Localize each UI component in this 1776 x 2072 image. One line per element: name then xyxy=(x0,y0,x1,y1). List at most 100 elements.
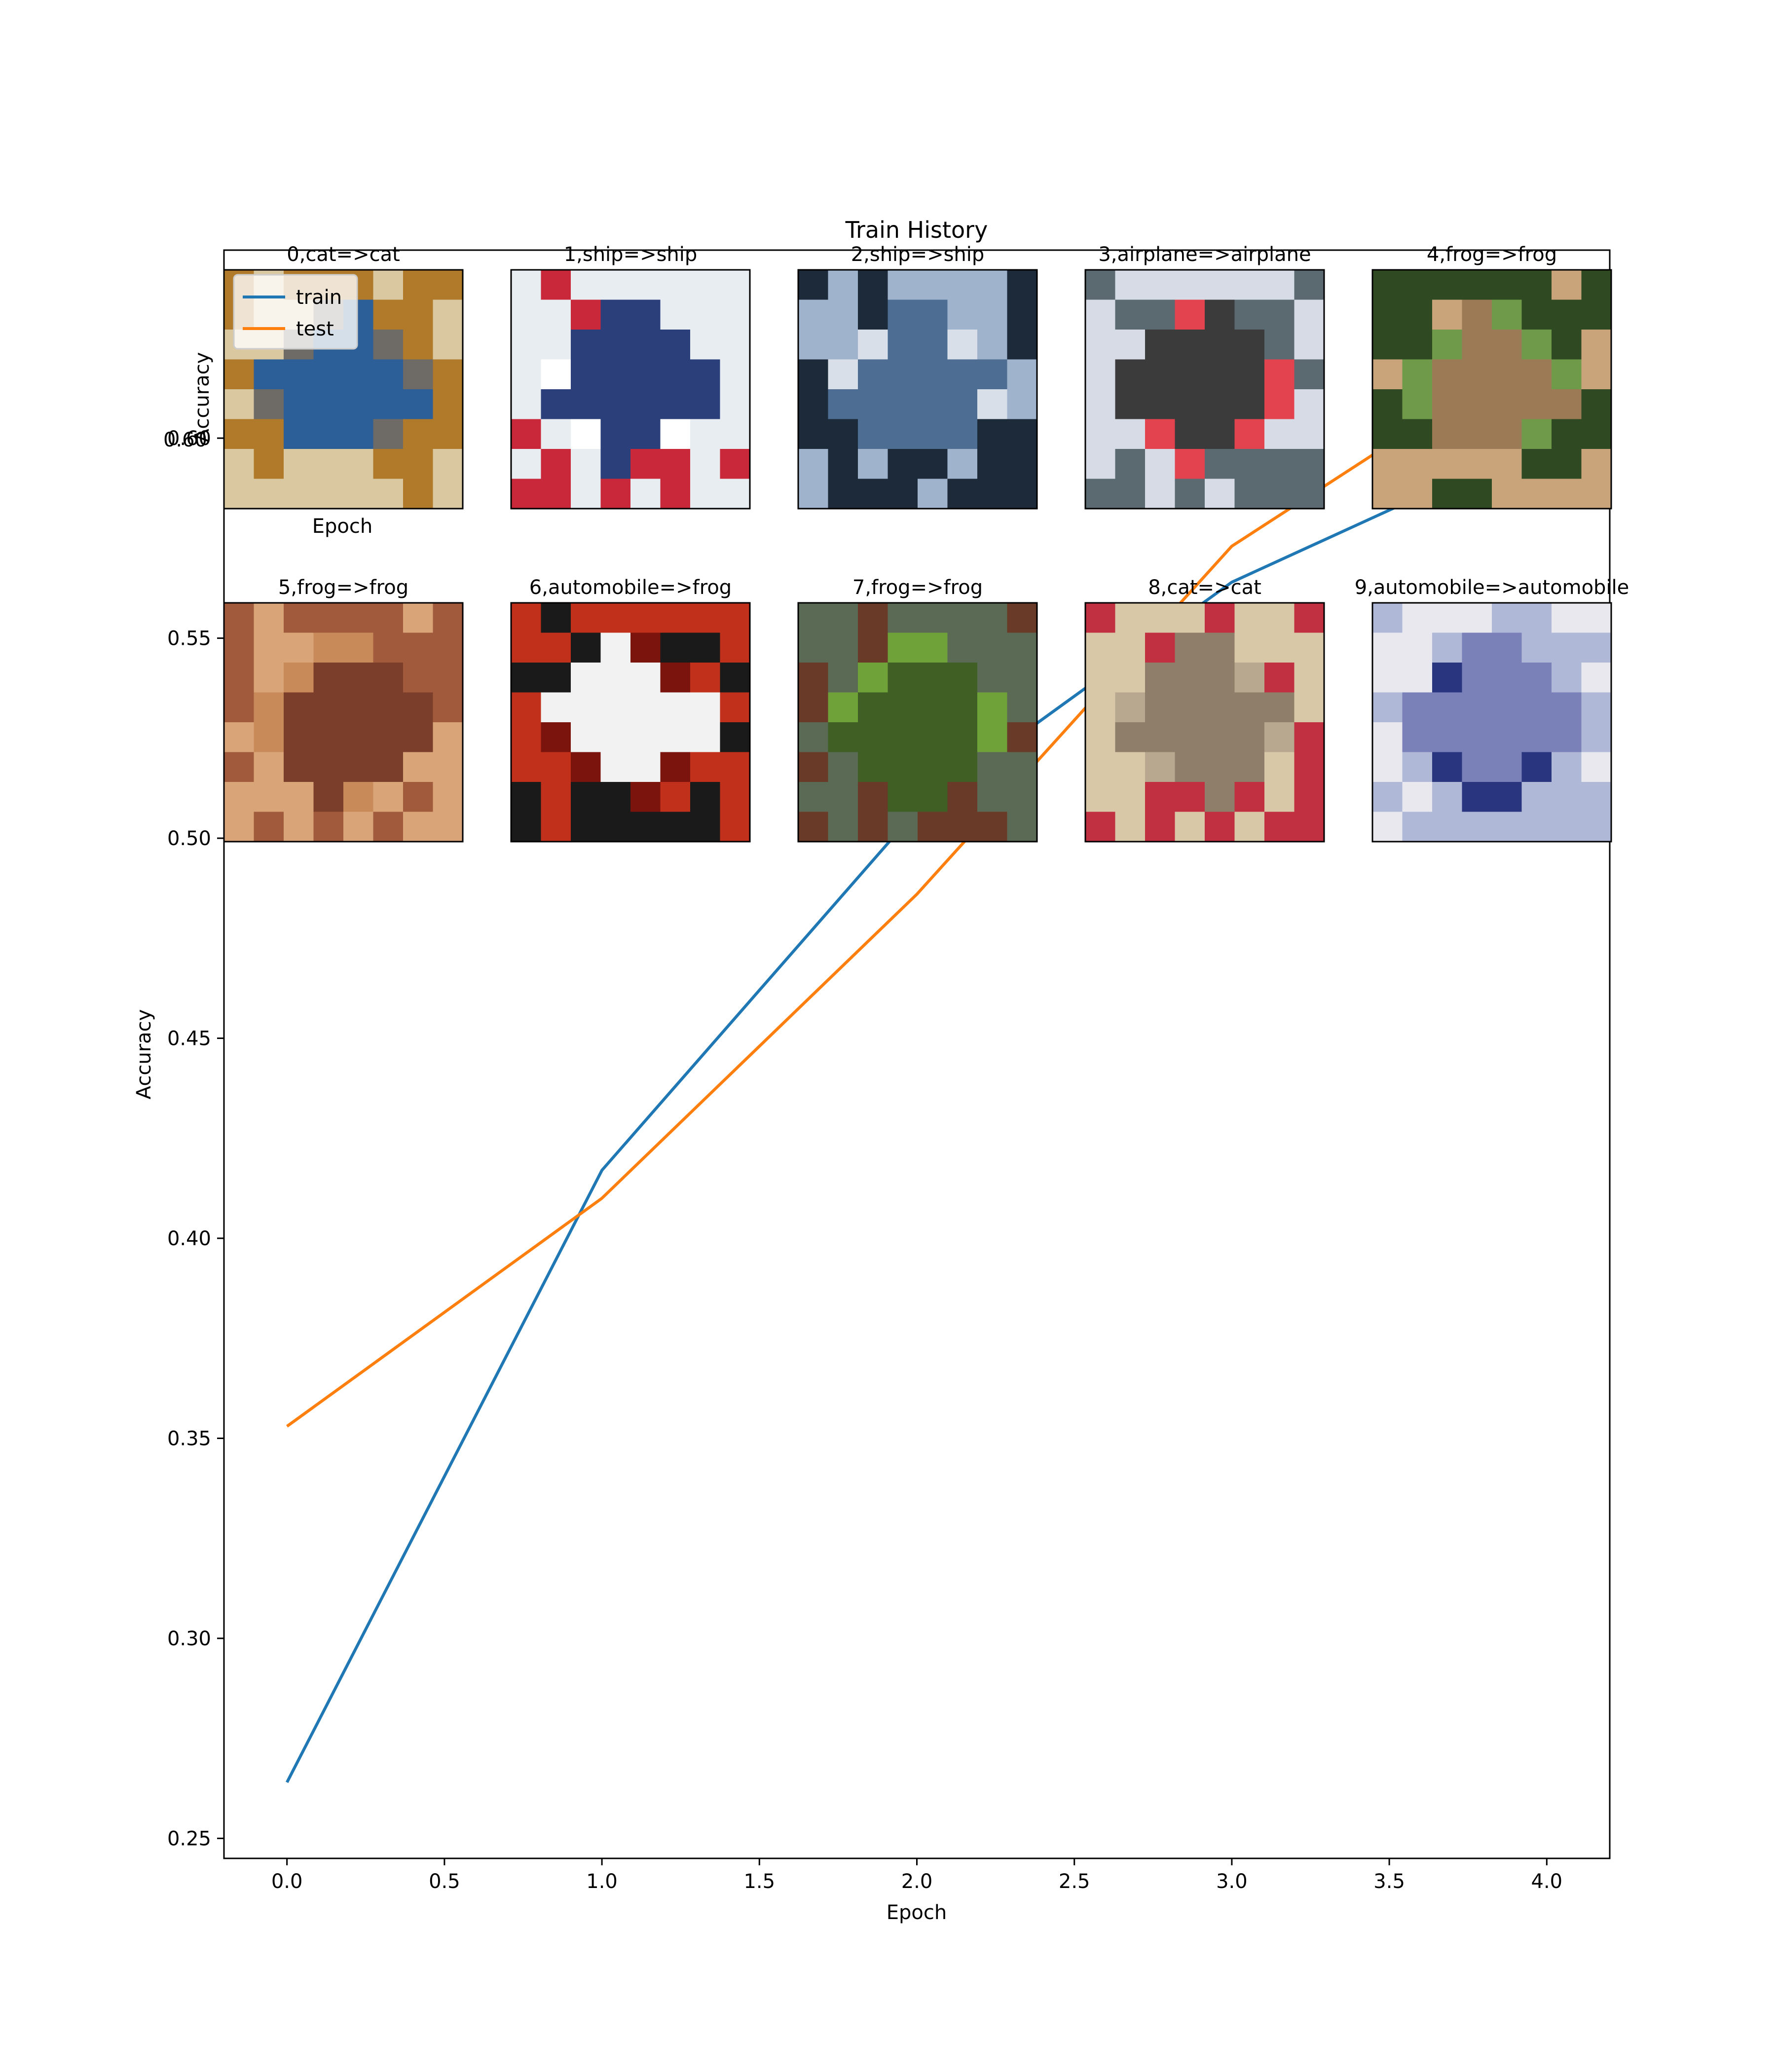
pixel-cell xyxy=(947,270,978,300)
pixel-cell xyxy=(977,722,1007,752)
pixel-cell xyxy=(1552,389,1582,419)
pixel-cell xyxy=(600,812,631,842)
pixel-cell xyxy=(1432,359,1462,390)
pixel-cell xyxy=(1521,330,1552,360)
pixel-cell xyxy=(1115,812,1146,842)
pixel-cell xyxy=(888,299,918,330)
pixel-cell xyxy=(1234,479,1265,509)
pixel-cell xyxy=(1294,299,1325,330)
pixel-cell xyxy=(1462,389,1492,419)
pixel-cell xyxy=(1462,722,1492,752)
pixel-cell xyxy=(1085,479,1115,509)
pixel-cell xyxy=(720,389,750,419)
pixel-cell xyxy=(403,270,433,300)
pixel-cell xyxy=(1372,632,1403,663)
pixel-cell xyxy=(798,419,828,449)
pixel-cell xyxy=(571,270,601,300)
pixel-cell xyxy=(690,752,720,782)
pixel-cell xyxy=(1462,479,1492,509)
pixel-cell xyxy=(660,299,691,330)
pixel-cell xyxy=(1521,359,1552,390)
pixel-cell xyxy=(918,722,948,752)
pixel-cell xyxy=(977,299,1007,330)
cat-photo-frame xyxy=(223,269,464,510)
pixel-cell xyxy=(828,270,858,300)
pixel-cell xyxy=(1552,603,1582,633)
pixel-cell xyxy=(858,419,888,449)
pixel-cell xyxy=(600,603,631,633)
pixel-cell xyxy=(1372,299,1403,330)
pixel-cell xyxy=(571,722,601,752)
pixel-cell xyxy=(630,632,661,663)
pixel-cell xyxy=(1432,692,1462,723)
pixel-cell xyxy=(284,419,314,449)
pixel-cell xyxy=(1581,752,1612,782)
pixel-cell xyxy=(888,270,918,300)
pixel-cell xyxy=(541,359,571,390)
overlay-axes-labels: Accuracy Epoch 0.60 xyxy=(163,352,372,538)
x-tick-label: 0.5 xyxy=(429,1870,460,1893)
pixel-cell xyxy=(1581,722,1612,752)
pixel-cell xyxy=(1552,632,1582,663)
pixel-cell xyxy=(511,632,541,663)
pixel-cell xyxy=(541,782,571,812)
pixel-cell xyxy=(373,692,404,723)
pixel-cell xyxy=(433,812,463,842)
pixel-cell xyxy=(1007,389,1037,419)
pixel-cell xyxy=(888,782,918,812)
pixel-cell xyxy=(313,782,344,812)
pixel-cell xyxy=(1234,722,1265,752)
y-tick-label: 0.35 xyxy=(167,1428,211,1450)
pixel-cell xyxy=(690,359,720,390)
pixel-cell xyxy=(828,812,858,842)
pixel-cell xyxy=(1521,812,1552,842)
thumbnail-2: 2,ship=>ship xyxy=(797,243,1038,510)
pixel-cell xyxy=(1521,722,1552,752)
pixel-cell xyxy=(1462,419,1492,449)
pixel-cell xyxy=(690,330,720,360)
pixel-cell xyxy=(630,722,661,752)
pixel-cell xyxy=(630,663,661,693)
pixel-cell xyxy=(1552,782,1582,812)
pixel-cell xyxy=(511,603,541,633)
pixel-cell xyxy=(1521,270,1552,300)
pixel-cell xyxy=(1264,270,1295,300)
pixel-cell xyxy=(1085,692,1115,723)
pixel-cell xyxy=(977,359,1007,390)
pixel-cell xyxy=(660,663,691,693)
pixel-cell xyxy=(918,299,948,330)
pixel-cell xyxy=(1462,270,1492,300)
pixel-cell xyxy=(918,330,948,360)
pixel-cell xyxy=(798,603,828,633)
pixel-cell xyxy=(1205,389,1235,419)
airplane-photo-frame xyxy=(1084,269,1325,510)
pixel-cell xyxy=(511,449,541,479)
x-tick-label: 2.0 xyxy=(901,1870,933,1893)
pixel-cell xyxy=(1085,270,1115,300)
chart-title: Train History xyxy=(845,217,988,243)
pixel-cell xyxy=(690,419,720,449)
pixel-cell xyxy=(977,389,1007,419)
pixel-cell xyxy=(1234,330,1265,360)
pixel-cell xyxy=(1432,270,1462,300)
pixel-cell xyxy=(1234,389,1265,419)
pixel-cell xyxy=(630,389,661,419)
pixel-cell xyxy=(1492,722,1522,752)
overlay-y-axis-label: Accuracy xyxy=(191,352,214,443)
pixel-cell xyxy=(918,270,948,300)
pixel-cell xyxy=(1492,603,1522,633)
pixel-cell xyxy=(1205,632,1235,663)
thumbnail-title: 7,frog=>frog xyxy=(852,576,983,599)
pixel-cell xyxy=(254,359,284,390)
pixel-cell xyxy=(511,722,541,752)
pixel-cell xyxy=(947,389,978,419)
pixel-cell xyxy=(918,479,948,509)
pixel-cell xyxy=(1462,330,1492,360)
pixel-cell xyxy=(1492,330,1522,360)
pixel-cell xyxy=(660,330,691,360)
pixel-cell xyxy=(690,449,720,479)
pixel-cell xyxy=(541,389,571,419)
thumbnail-4: 4,frog=>frog xyxy=(1371,243,1612,510)
pixel-cell xyxy=(1007,330,1037,360)
pixel-cell xyxy=(313,722,344,752)
